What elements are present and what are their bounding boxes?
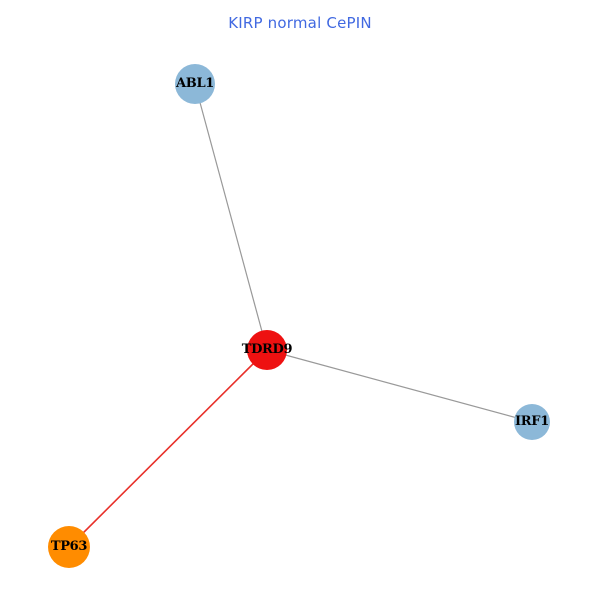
network-edge-tdrd9-tp63[interactable] xyxy=(68,349,268,548)
network-edge-tdrd9-irf1[interactable] xyxy=(266,349,533,423)
network-node-abl1[interactable] xyxy=(175,64,215,104)
network-edge-abl1-tdrd9[interactable] xyxy=(194,83,268,351)
network-node-irf1[interactable] xyxy=(514,404,550,440)
network-node-tp63[interactable] xyxy=(48,526,90,568)
page-title: KIRP normal CePIN xyxy=(228,14,372,32)
network-node-label-tp63: TP63 xyxy=(50,539,88,554)
network-node-label-abl1: ABL1 xyxy=(175,76,215,91)
network-node-label-tdrd9: TDRD9 xyxy=(241,342,293,357)
network-node-tdrd9[interactable] xyxy=(247,330,287,370)
network-node-label-irf1: IRF1 xyxy=(515,414,549,429)
edges-group xyxy=(68,83,533,548)
